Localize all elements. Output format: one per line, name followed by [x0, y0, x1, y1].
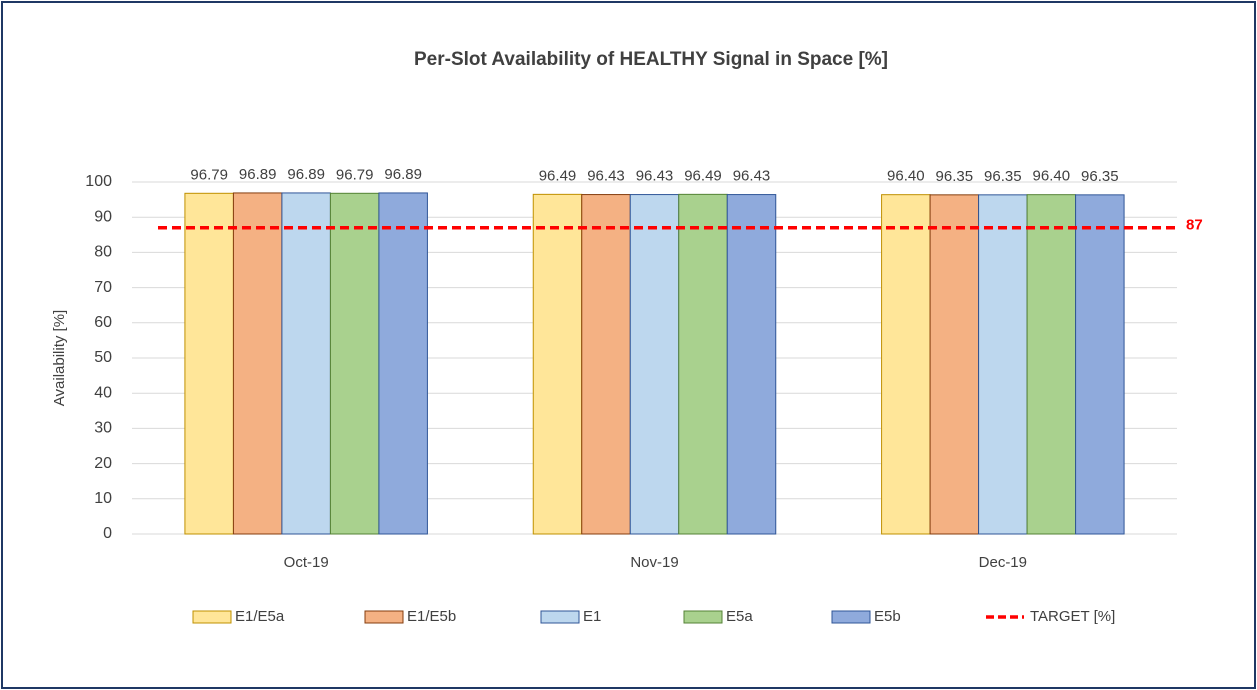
bar — [184, 192, 234, 535]
bar — [929, 194, 980, 535]
legend-label: E5b — [874, 608, 901, 625]
chart-title: Per-Slot Availability of HEALTHY Signal … — [414, 49, 888, 70]
y-tick-label: 90 — [94, 208, 112, 225]
y-tick-label: 80 — [94, 244, 112, 261]
y-tick-label: 100 — [85, 173, 112, 190]
x-tick-label: Dec-19 — [979, 554, 1027, 571]
y-tick-label: 0 — [103, 525, 112, 542]
bar — [1026, 194, 1077, 535]
bar — [232, 192, 283, 535]
legend-label: E1/E5b — [407, 608, 456, 625]
legend-swatch — [540, 610, 580, 624]
bar — [581, 194, 631, 535]
y-tick-label: 20 — [94, 455, 112, 472]
value-label: 96.43 — [636, 168, 674, 185]
value-label: 96.35 — [936, 168, 974, 185]
legend-swatch — [364, 610, 404, 624]
value-label: 96.43 — [587, 168, 625, 185]
value-label: 96.89 — [239, 166, 277, 183]
bar — [629, 194, 680, 535]
bar — [678, 193, 728, 535]
y-tick-label: 50 — [94, 349, 112, 366]
legend-label: TARGET [%] — [1030, 608, 1115, 625]
bar — [1075, 194, 1125, 535]
legend-label: E1/E5a — [235, 608, 285, 625]
value-label: 96.35 — [1081, 168, 1119, 185]
value-label: 96.89 — [287, 166, 325, 183]
bar — [378, 192, 428, 535]
y-tick-label: 70 — [94, 279, 112, 296]
value-label: 96.89 — [384, 166, 422, 183]
x-tick-label: Nov-19 — [630, 554, 678, 571]
value-label: 96.35 — [984, 168, 1022, 185]
y-tick-label: 60 — [94, 314, 112, 331]
value-label: 96.79 — [190, 166, 228, 183]
value-label: 96.79 — [336, 166, 374, 183]
legend-swatch — [831, 610, 871, 624]
y-tick-label: 40 — [94, 384, 112, 401]
y-tick-label: 10 — [94, 490, 112, 507]
legend-label: E5a — [726, 608, 753, 625]
legend-swatch — [192, 610, 232, 624]
bar — [532, 193, 583, 535]
bar — [329, 192, 380, 535]
legend-swatch — [683, 610, 723, 624]
bar — [726, 194, 777, 535]
legend-label: E1 — [583, 608, 601, 625]
target-label: 87 — [1186, 217, 1203, 234]
value-label: 96.43 — [733, 168, 771, 185]
bar — [281, 192, 331, 535]
y-tick-label: 30 — [94, 420, 112, 437]
value-label: 96.40 — [887, 168, 925, 185]
bar — [978, 194, 1028, 535]
value-label: 96.49 — [539, 167, 577, 184]
value-label: 96.40 — [1033, 168, 1071, 185]
y-axis-label: Availability [%] — [51, 310, 68, 406]
value-label: 96.49 — [684, 167, 722, 184]
x-tick-label: Oct-19 — [284, 554, 329, 571]
bar — [881, 194, 931, 535]
